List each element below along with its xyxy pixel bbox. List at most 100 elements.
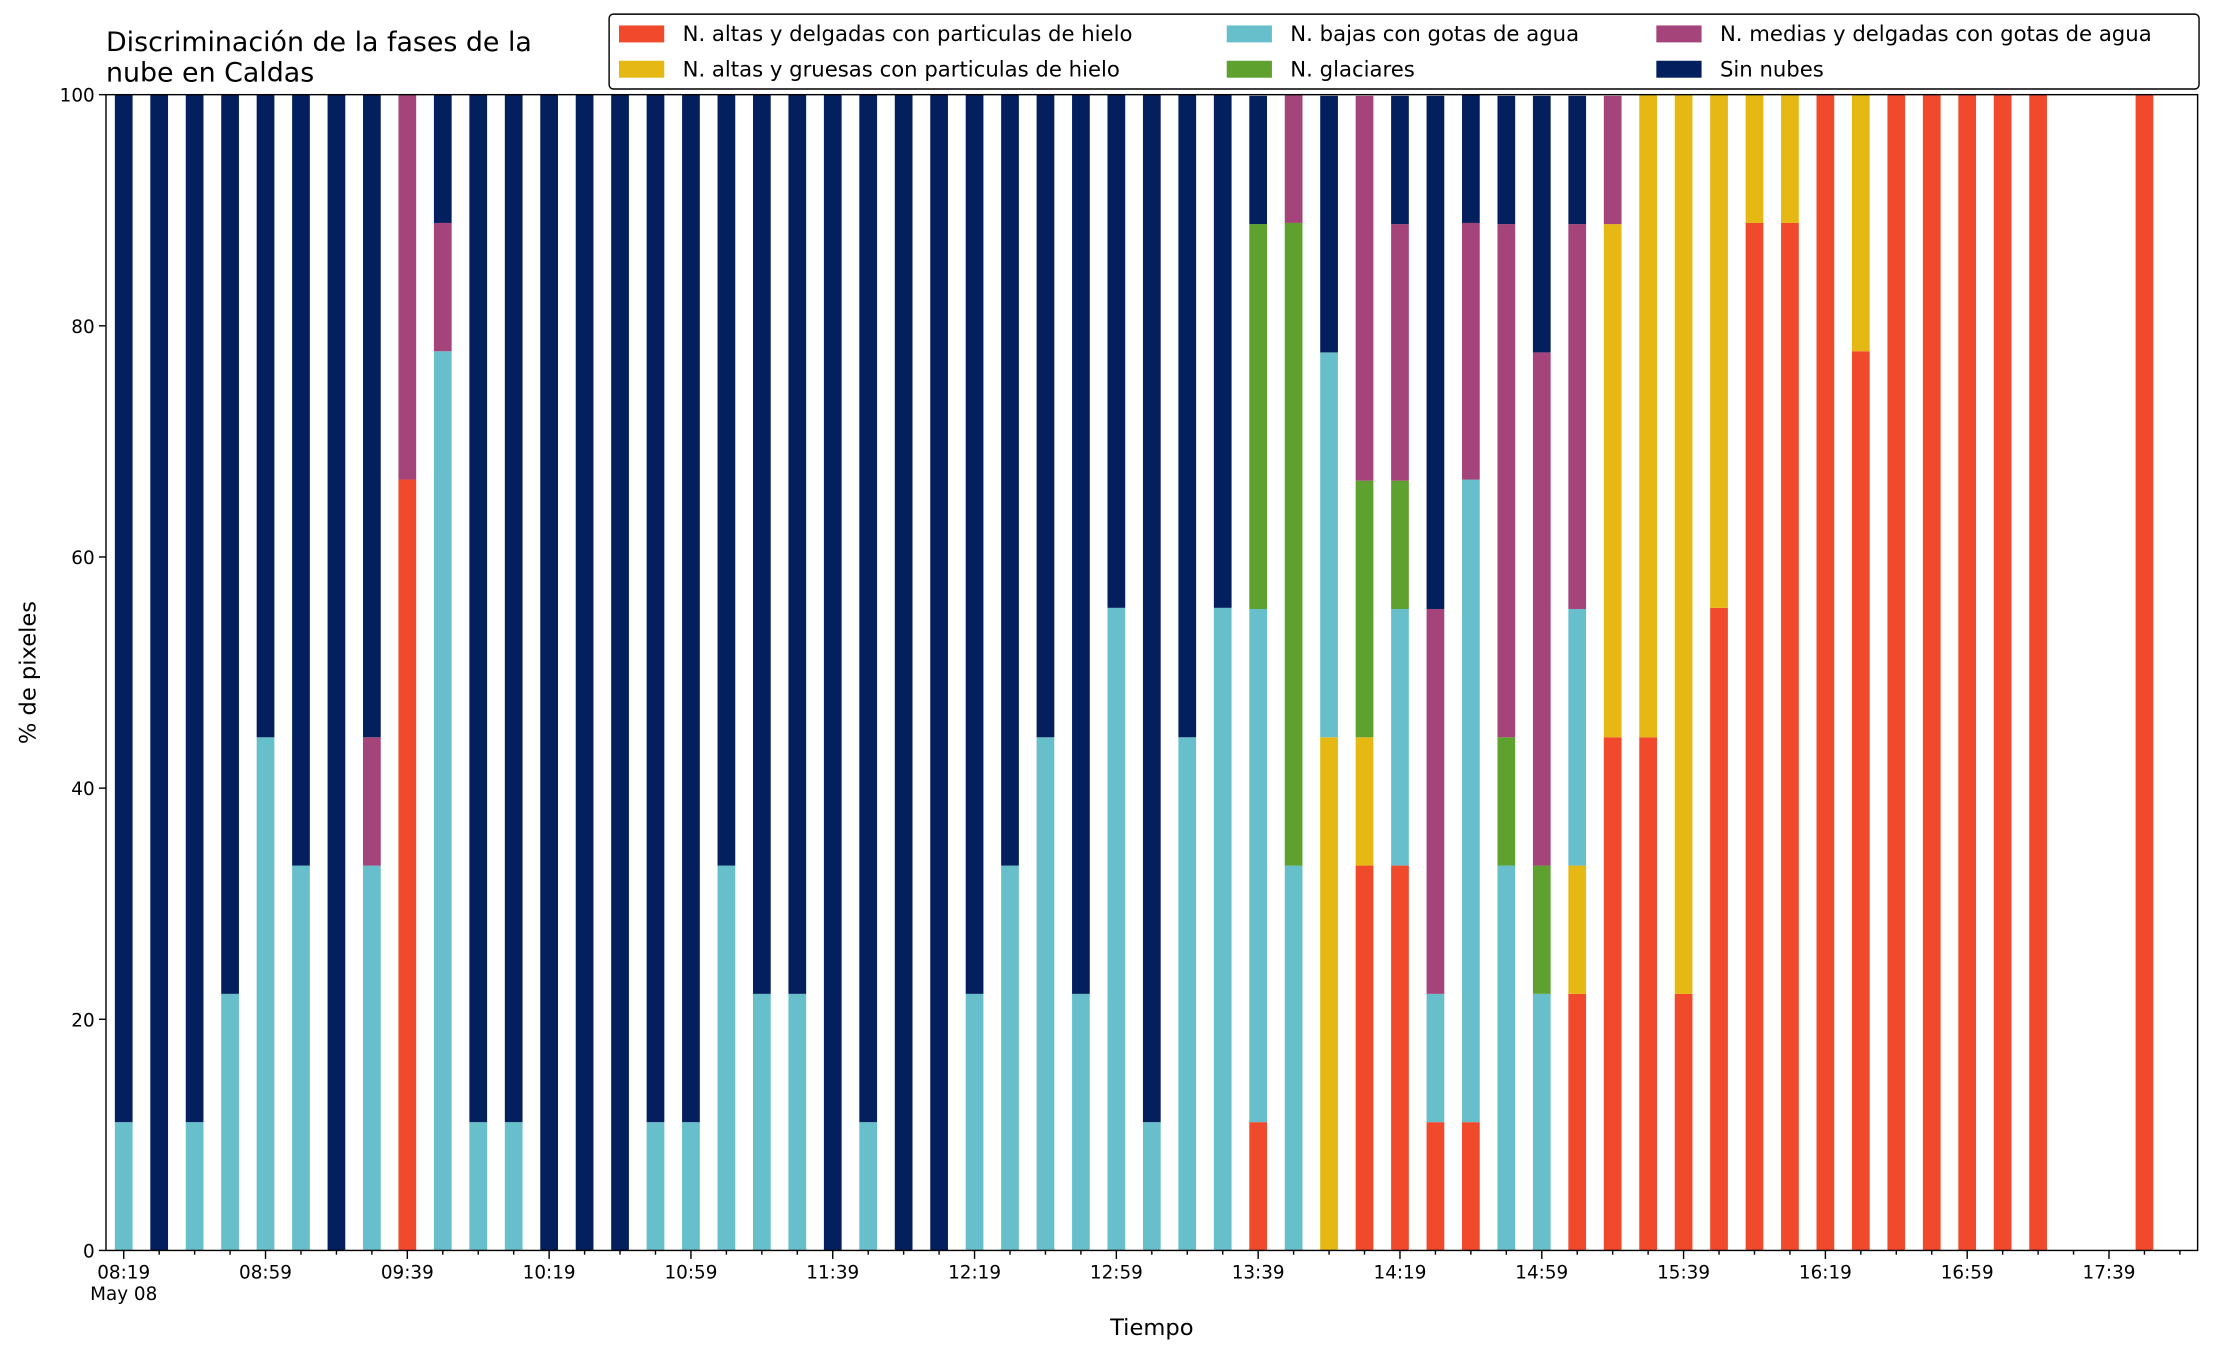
bar-segment [1993, 94, 2012, 1251]
bar-segment [256, 94, 275, 738]
legend-label: N. medias y delgadas con gotas de agua [1720, 21, 2152, 46]
bar-segment [1213, 94, 1232, 608]
bar-segment [1710, 94, 1728, 608]
bar-segment [1391, 95, 1409, 225]
bar-segment [504, 1122, 523, 1251]
bar-segment [965, 94, 984, 994]
bar-segment [1958, 94, 1977, 1251]
bar-segment [1603, 95, 1622, 225]
bar-segment [1426, 1122, 1445, 1251]
plot-frame [105, 93, 2199, 1252]
y-tick-label: 20 [71, 1010, 94, 1031]
bar-segment [185, 1122, 204, 1251]
legend-swatch [1226, 60, 1272, 78]
x-tick-label: 12:19 [948, 1263, 1001, 1284]
bar-segment [363, 737, 381, 866]
bar-segment [114, 94, 133, 1123]
bar-segment [859, 1122, 878, 1251]
bar-segment [1781, 94, 1799, 223]
bar-segment [930, 94, 948, 1251]
bar-segment [1249, 224, 1268, 609]
bar-segment [1532, 865, 1551, 994]
bar-segment [1036, 94, 1055, 738]
bar-segment [1249, 1122, 1268, 1251]
bar-segment [221, 993, 239, 1251]
bar-segment [1745, 222, 1764, 1251]
bar-segment [1603, 224, 1622, 738]
bar-segment [2135, 94, 2154, 1251]
bar-segment [1497, 95, 1516, 225]
bar-segment [1107, 607, 1126, 1251]
bar-segment [1922, 94, 1941, 1251]
bar-segment [1284, 94, 1303, 223]
y-tick-label: 40 [71, 779, 94, 800]
bar-segment [894, 94, 913, 1251]
bar-segment [398, 94, 417, 480]
bar-segment [1249, 95, 1268, 225]
legend-label: Sin nubes [1720, 56, 1824, 81]
bar-segment [433, 94, 452, 223]
bar-segment [1674, 94, 1693, 994]
bar-segment [752, 993, 771, 1251]
bar-segment [1568, 993, 1587, 1251]
bar-segment [646, 94, 665, 1123]
bar-segment [1568, 95, 1587, 225]
x-tick-label: 14:59 [1515, 1263, 1568, 1284]
bar-segment [1036, 737, 1055, 1251]
bar-segment [682, 1122, 700, 1251]
bar-segment [433, 351, 452, 1251]
x-tick-label: 09:39 [381, 1263, 434, 1284]
bar-segment [1355, 480, 1374, 738]
bar-segment [823, 94, 842, 1251]
bar-segment [1320, 352, 1338, 738]
bar-segment [682, 94, 700, 1123]
bar-segment [469, 94, 488, 1123]
bar-segment [1178, 737, 1197, 1251]
bar-segment [1320, 737, 1338, 1251]
bar-segment [363, 865, 381, 1251]
bar-segment [540, 94, 559, 1251]
legend-swatch [619, 60, 665, 78]
bar-segment [1816, 94, 1835, 1251]
bar-segment [1391, 865, 1409, 1251]
bar-segment [114, 1122, 133, 1251]
bar-segment [1639, 737, 1657, 1251]
x-tick-label: 14:19 [1374, 1263, 1427, 1284]
bar-segment [1532, 352, 1551, 866]
bar-segment [1320, 95, 1338, 353]
bar-segment [1249, 608, 1268, 1123]
bar-segment [363, 94, 381, 738]
bar-segment [1355, 865, 1374, 1251]
bar-segment [1674, 993, 1693, 1251]
bar-segment [1391, 224, 1409, 481]
y-axis-label: % de pixeles [15, 601, 41, 744]
bar-segment [1213, 607, 1232, 1251]
legend-box [608, 13, 2200, 90]
bar-segment [221, 94, 239, 994]
bar-segment [1426, 993, 1445, 1123]
bar-segment [1142, 94, 1161, 1123]
bar-segment [752, 94, 771, 994]
bar-segment [1851, 351, 1870, 1251]
bar-segment [1745, 94, 1764, 223]
x-tick-label: 08:59 [239, 1263, 292, 1284]
y-tick-label: 80 [71, 317, 94, 338]
bar-segment [1001, 865, 1019, 1251]
bar-segment [1532, 993, 1551, 1251]
x-tick-label: 10:59 [664, 1263, 717, 1284]
bar-segment [1462, 1122, 1480, 1251]
legend-label: N. bajas con gotas de agua [1290, 21, 1579, 46]
bar-segment [717, 865, 736, 1251]
x-tick-label: 08:19 May 08 [90, 1263, 157, 1305]
bar-segment [2029, 94, 2047, 1251]
bar-segment [1072, 94, 1090, 994]
x-tick-label: 11:39 [806, 1263, 859, 1284]
legend-swatch [619, 25, 665, 43]
bar-segment [292, 94, 310, 866]
x-tick-label: 13:39 [1232, 1263, 1285, 1284]
bar-segment [1568, 865, 1587, 994]
legend-label: N. altas y gruesas con particulas de hie… [683, 56, 1120, 81]
bar-segment [327, 94, 346, 1251]
bar-segment [256, 737, 275, 1251]
